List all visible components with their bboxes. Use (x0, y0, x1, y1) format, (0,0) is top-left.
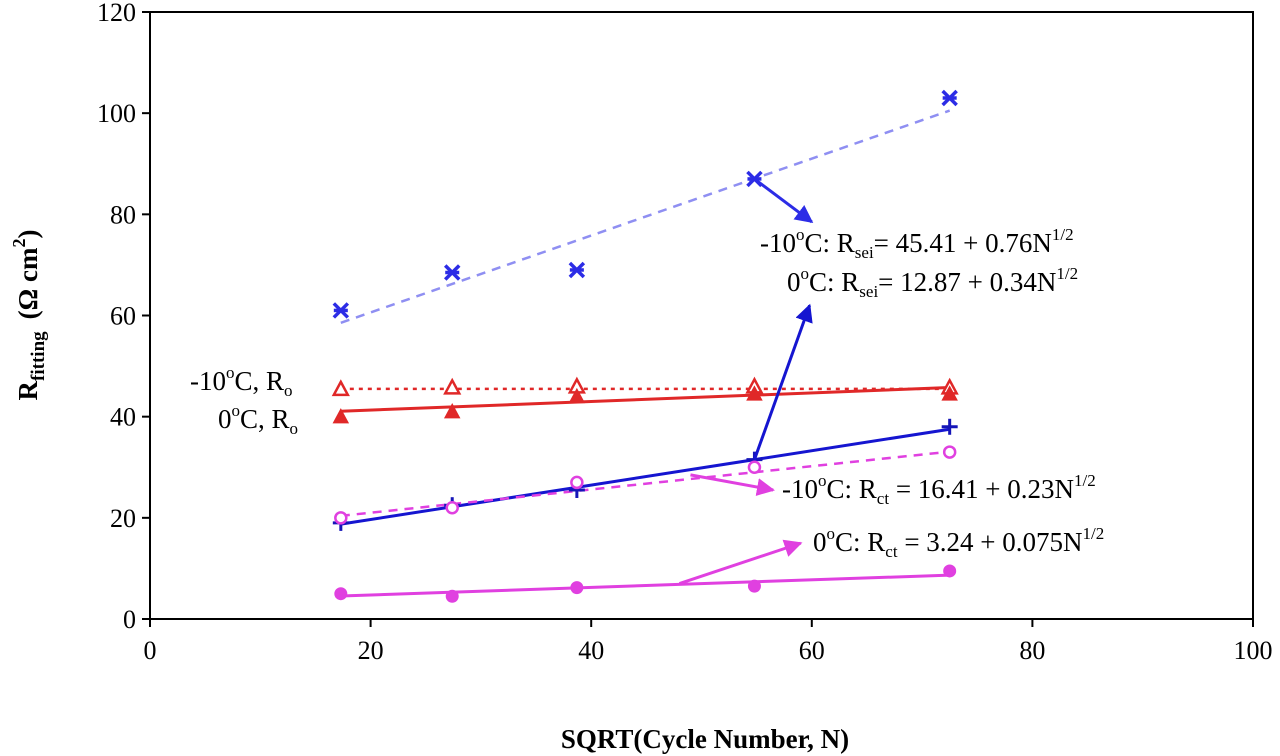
point-ro-0 (746, 385, 763, 401)
annotation-rsei-m10: -10oC: Rsei= 45.41 + 0.76N1/2 (760, 225, 1074, 262)
annotation-ro-m10-sub: o (284, 381, 293, 400)
y-axis: 0 20 40 60 80 100 120 (97, 0, 150, 634)
annotation-rct-0-sup2: 1/2 (1083, 524, 1105, 543)
annotation-rsei-0-sup: o (801, 264, 810, 283)
annotation-ro-m10: -10oC, Ro (190, 363, 293, 400)
arrow-rsei-0 (753, 303, 813, 461)
annotation-rct-0-part3: = 3.24 + 0.075N (898, 527, 1083, 557)
annotation-rsei-0: 0oC: Rsei= 12.87 + 0.34N1/2 (787, 264, 1078, 301)
point-rct-m10 (334, 511, 348, 525)
annotation-rsei-m10-part2: C: R (805, 228, 855, 258)
annotation-rsei-0-sub: sei (859, 282, 878, 301)
fit-line-rsei-m10 (340, 109, 951, 324)
y-tick-label: 100 (97, 99, 136, 128)
point-rct-m10 (942, 445, 957, 459)
y-tick-label: 60 (110, 302, 136, 331)
annotation-rct-0-sup: o (827, 524, 836, 543)
annotation-arrows (678, 177, 814, 586)
point-ro-0 (332, 408, 350, 424)
annotation-ro-m10-part2: C, R (235, 366, 285, 396)
x-tick-label: 0 (144, 636, 157, 665)
arrow-rsei-m10 (753, 177, 814, 224)
y-axis-title-sub: fitting (28, 331, 49, 381)
y-axis-title: Rfitting (Ω cm2) (9, 230, 49, 401)
point-ro-m10 (443, 377, 462, 395)
point-rsei-0 (941, 418, 958, 435)
annotation-ro-0-sup: o (232, 401, 241, 420)
x-tick-label: 40 (578, 636, 604, 665)
arrow-rct-0 (678, 539, 803, 586)
annotation-rsei-m10-sup2: 1/2 (1052, 225, 1074, 244)
fit-line-ro-0 (340, 386, 950, 413)
y-tick-label: 120 (97, 0, 136, 27)
point-rsei-m10 (443, 264, 461, 281)
y-tick-label: 40 (110, 403, 136, 432)
annotation-rct-m10-sub: ct (877, 489, 890, 508)
fit-line-rsei-0 (340, 427, 950, 526)
x-tick-label: 60 (799, 636, 825, 665)
point-rct-m10 (747, 460, 762, 474)
x-axis: 0 20 40 60 80 100 (144, 619, 1273, 665)
annotation-rsei-0-part3: = 12.87 + 0.34N (878, 267, 1056, 297)
annotation-rct-m10-sup2: 1/2 (1074, 471, 1096, 490)
annotation-rct-0-part1: 0 (813, 527, 827, 557)
x-tick-label: 100 (1234, 636, 1273, 665)
fit-line-rct-0 (340, 573, 950, 598)
point-rct-m10 (445, 500, 459, 515)
annotation-rsei-m10-sub: sei (855, 243, 874, 262)
annotation-rsei-m10-part3: = 45.41 + 0.76N (874, 228, 1052, 258)
y-tick-label: 0 (123, 605, 136, 634)
annotation-ro-0-part1: 0 (218, 404, 232, 434)
annotation-rsei-m10-sup: o (796, 225, 805, 244)
point-rct-m10 (570, 475, 584, 490)
annotation-rsei-m10-part1: -10 (760, 228, 796, 258)
point-ro-0 (443, 403, 461, 419)
point-rsei-m10 (568, 261, 586, 279)
annotation-rct-m10-sup: o (818, 471, 827, 490)
fit-lines (340, 109, 951, 598)
point-rct-0 (445, 589, 459, 603)
annotation-ro-0-part2: C, R (240, 404, 290, 434)
annotation-rct-0-part2: C: R (835, 527, 885, 557)
annotation-rsei-0-part1: 0 (787, 267, 801, 297)
y-axis-title-unit-close: ) (13, 230, 43, 239)
y-axis-title-main: R (13, 380, 43, 400)
point-rsei-m10 (941, 89, 958, 107)
annotation-rct-m10: -10oC: Rct = 16.41 + 0.23N1/2 (782, 471, 1096, 508)
annotation-ro-0-sub: o (290, 419, 299, 438)
point-rct-0 (334, 587, 348, 601)
y-axis-title-unit-sup: 2 (9, 239, 29, 248)
point-rct-0 (747, 579, 761, 593)
annotation-rct-0: 0oC: Rct = 3.24 + 0.075N1/2 (813, 524, 1104, 561)
annotation-rct-0-sub: ct (885, 542, 898, 561)
data-points (331, 89, 959, 603)
x-tick-label: 80 (1019, 636, 1045, 665)
point-ro-m10 (331, 379, 350, 397)
point-ro-0 (568, 387, 586, 404)
point-rct-0 (570, 581, 584, 595)
x-axis-title: SQRT(Cycle Number, N) (561, 724, 849, 754)
fit-line-rct-m10 (340, 450, 950, 518)
x-tick-label: 20 (358, 636, 384, 665)
point-ro-0 (941, 385, 958, 401)
annotation-ro-0: 0oC, Ro (218, 401, 298, 438)
annotation-ro-m10-sup: o (226, 363, 235, 382)
annotation-rct-m10-part2: C: R (827, 474, 877, 504)
annotation-rct-m10-part3: = 16.41 + 0.23N (889, 474, 1074, 504)
y-tick-label: 20 (110, 504, 136, 533)
point-rct-0 (943, 564, 957, 578)
arrow-rct-m10 (690, 473, 775, 496)
annotation-rsei-0-part2: C: R (809, 267, 859, 297)
annotation-ro-m10-part1: -10 (190, 366, 226, 396)
annotation-rsei-0-sup2: 1/2 (1056, 264, 1078, 283)
y-axis-title-unit-open: (Ω cm (13, 247, 43, 319)
y-tick-label: 80 (110, 200, 136, 229)
point-rsei-m10 (332, 302, 350, 319)
annotation-rct-m10-part1: -10 (782, 474, 818, 504)
